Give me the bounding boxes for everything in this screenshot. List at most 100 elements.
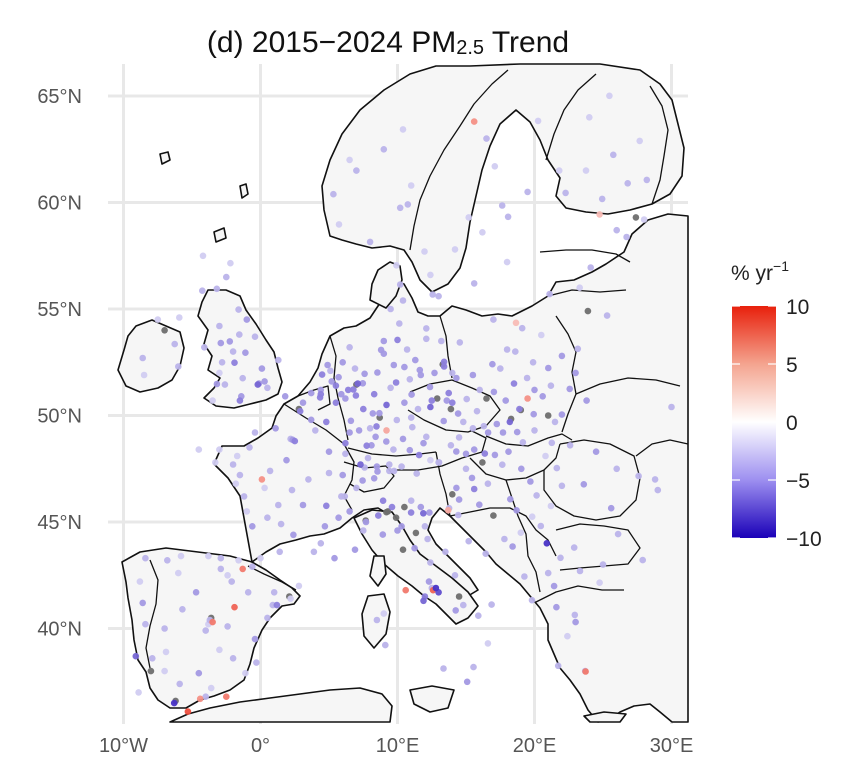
station-point [455,511,462,519]
station-point [264,514,271,521]
station-point [231,359,238,367]
legend-tick-label: 5 [786,354,798,377]
station-point [550,582,558,590]
station-point [587,264,594,271]
border-finland-russia [649,85,669,205]
station-point [479,459,486,466]
station-point [184,708,192,715]
station-point [407,509,415,516]
station-point [598,195,606,203]
station-point [375,512,382,519]
station-point [379,497,387,505]
station-point [257,554,264,562]
x-tick-label: 0° [251,735,270,757]
station-point [379,531,387,538]
station-point [216,646,223,654]
station-point [390,446,397,453]
station-point [537,522,545,530]
station-point [362,518,370,526]
station-point [317,540,325,547]
station-point [610,151,617,159]
station-point [502,397,510,404]
station-point [339,359,347,366]
station-point [351,365,359,372]
station-point [449,491,456,498]
station-point [394,527,401,534]
station-point [216,369,223,377]
station-point [480,422,488,430]
station-point [596,579,603,586]
station-point [420,597,427,605]
station-point [455,593,463,600]
station-point [668,403,675,411]
station-point [527,478,534,485]
station-point [192,589,200,596]
station-point [473,407,481,415]
station-point [368,442,375,449]
station-point [388,503,396,511]
station-point [420,439,427,447]
station-point [346,156,353,164]
station-point [341,493,349,500]
station-point [518,465,525,473]
legend-title: % yr−1 [731,258,789,285]
station-point [449,399,456,407]
station-point [463,395,471,403]
station-point [176,314,183,321]
station-point [249,523,256,530]
station-point [443,397,451,404]
station-point [164,557,171,564]
y-tick-label: 55°N [37,299,82,321]
station-point [513,428,521,436]
station-point [524,188,531,196]
station-point [518,324,526,332]
station-point [161,625,168,632]
station-point [505,448,512,456]
station-point [654,486,662,494]
station-points [132,92,675,715]
figure-title: (d) 2015−2024 PM2.5 Trend [207,26,569,59]
station-point [383,427,390,434]
station-point [235,306,242,313]
station-point [261,484,268,492]
station-point [295,582,303,590]
station-point [390,467,398,475]
denmark-land [369,261,403,309]
y-tick-label: 45°N [37,512,82,534]
station-point [195,669,203,677]
station-point [175,363,182,370]
crete-land [583,711,627,723]
station-point [394,336,401,344]
station-point [283,456,290,464]
station-point [498,202,506,209]
station-point [366,238,374,246]
station-point [226,338,234,345]
station-point [483,135,490,142]
station-point [213,380,221,388]
station-point [352,392,360,399]
station-point [312,427,319,434]
border-france-spain [247,565,297,591]
station-point [576,284,583,292]
station-point [403,346,411,353]
y-tick-label: 60°N [37,193,82,215]
station-point [139,599,146,607]
station-point [409,423,416,431]
station-point [599,561,607,568]
station-point [392,514,400,521]
station-point [353,484,360,492]
station-point [414,405,422,413]
station-point [435,459,443,466]
station-point [447,405,455,413]
station-point [360,405,367,413]
station-point [416,366,424,374]
station-point [140,371,148,379]
station-point [517,529,525,536]
station-point [453,484,460,492]
station-point [236,397,244,404]
station-point [572,618,579,626]
station-point [484,429,492,436]
station-point [390,361,398,369]
legend-tick-label: 0 [786,412,798,435]
station-point [572,369,579,377]
